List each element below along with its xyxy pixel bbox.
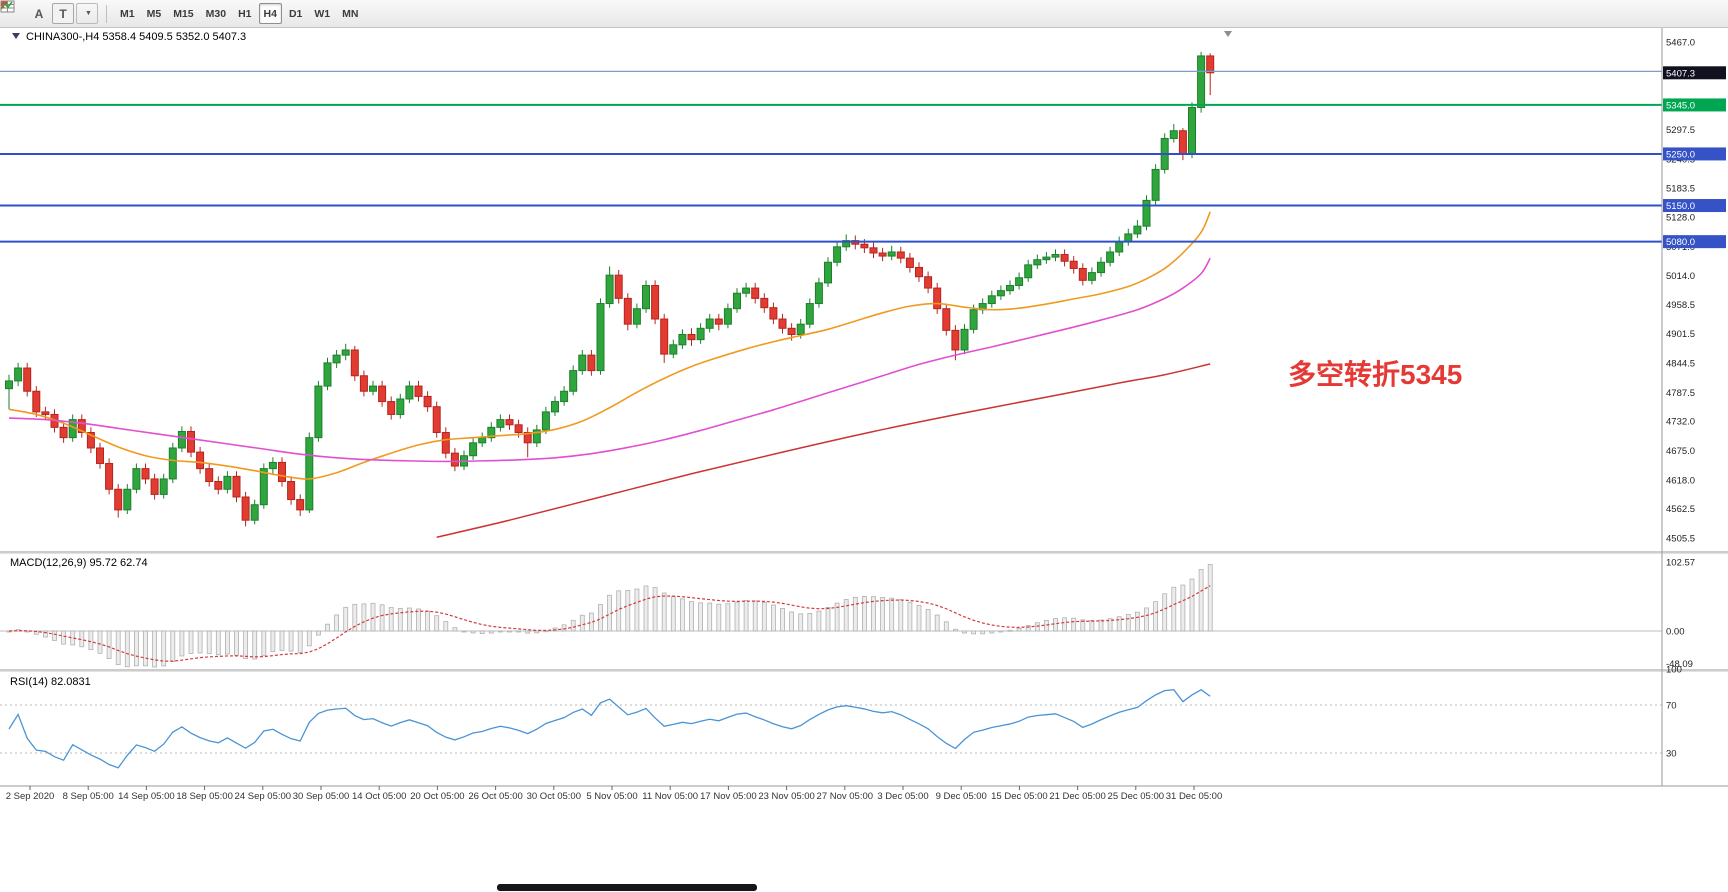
svg-text:5183.5: 5183.5 <box>1666 184 1695 195</box>
a-tool-label: A <box>34 6 44 21</box>
chart-ohlc-header: CHINA300-,H4 5358.4 5409.5 5352.0 5407.3 <box>26 31 246 43</box>
svg-text:21 Dec 05:00: 21 Dec 05:00 <box>1049 791 1106 802</box>
macd-layer <box>0 564 1662 668</box>
svg-text:102.57: 102.57 <box>1666 557 1695 568</box>
main-chart-layer <box>0 51 1662 538</box>
timeframe-h4-button[interactable]: H4 <box>258 3 282 24</box>
toolbar-separator <box>106 4 107 23</box>
symbol-marker-icon <box>12 33 20 39</box>
timeframe-h1-button[interactable]: H1 <box>238 7 252 20</box>
svg-text:4505.5: 4505.5 <box>1666 534 1695 545</box>
timeframe-m1-button[interactable]: M1 <box>120 7 135 20</box>
svg-text:4618.0: 4618.0 <box>1666 475 1695 486</box>
chart-plot-area[interactable] <box>0 28 1662 552</box>
bottom-scrollbar[interactable] <box>497 884 757 891</box>
svg-text:8 Sep 05:00: 8 Sep 05:00 <box>63 791 114 802</box>
svg-text:5 Nov 05:00: 5 Nov 05:00 <box>586 791 637 802</box>
svg-text:18 Sep 05:00: 18 Sep 05:00 <box>176 791 233 802</box>
svg-text:100: 100 <box>1666 665 1682 676</box>
rsi-label: RSI(14) 82.0831 <box>10 676 91 688</box>
svg-text:5128.0: 5128.0 <box>1666 212 1695 223</box>
svg-text:4787.5: 4787.5 <box>1666 388 1695 399</box>
svg-text:25 Dec 05:00: 25 Dec 05:00 <box>1108 791 1165 802</box>
timeframe-mn-button[interactable]: MN <box>342 7 359 20</box>
svg-text:9 Dec 05:00: 9 Dec 05:00 <box>936 791 987 802</box>
svg-text:11 Nov 05:00: 11 Nov 05:00 <box>642 791 698 802</box>
svg-text:15 Dec 05:00: 15 Dec 05:00 <box>991 791 1048 802</box>
svg-text:23 Nov 05:00: 23 Nov 05:00 <box>758 791 815 802</box>
svg-text:0.00: 0.00 <box>1666 627 1685 638</box>
ma-slow-red <box>436 363 1211 538</box>
svg-text:14 Oct 05:00: 14 Oct 05:00 <box>352 791 406 802</box>
timeframe-m15-button[interactable]: M15 <box>173 7 194 20</box>
svg-text:5297.5: 5297.5 <box>1666 125 1695 136</box>
top-toolbar: A T ▼ M1 M5 M15 M30 H1 H4 D1 W1 MN <box>0 0 1728 28</box>
panel-dividers <box>0 28 1728 787</box>
svg-text:30: 30 <box>1666 749 1677 760</box>
svg-text:3 Dec 05:00: 3 Dec 05:00 <box>877 791 928 802</box>
svg-text:5250.0: 5250.0 <box>1666 149 1695 160</box>
svg-text:5014.0: 5014.0 <box>1666 271 1695 282</box>
timeframe-w1-button[interactable]: W1 <box>314 7 331 20</box>
svg-text:26 Oct 05:00: 26 Oct 05:00 <box>468 791 522 802</box>
time-axis[interactable] <box>0 786 1662 806</box>
timeframe-m5-button[interactable]: M5 <box>146 7 162 20</box>
svg-text:4562.5: 4562.5 <box>1666 504 1695 515</box>
svg-text:2 Sep 2020: 2 Sep 2020 <box>6 791 55 802</box>
svg-text:27 Nov 05:00: 27 Nov 05:00 <box>817 791 874 802</box>
macd-panel[interactable] <box>0 553 1662 670</box>
svg-text:4958.5: 4958.5 <box>1666 300 1695 311</box>
svg-text:-48.09: -48.09 <box>1666 659 1693 670</box>
time-axis-labels: 2 Sep 2020 8 Sep 05:00 14 Sep 05:0018 Sep … <box>6 786 1223 802</box>
svg-text:5345.0: 5345.0 <box>1666 100 1695 111</box>
svg-text:31 Dec 05:00: 31 Dec 05:00 <box>1166 791 1223 802</box>
ma-mid-magenta <box>8 257 1211 463</box>
ma-fast-orange <box>8 211 1211 480</box>
chart-shift-marker-icon[interactable] <box>1224 31 1232 37</box>
rsi-line <box>8 688 1211 769</box>
svg-text:5467.0: 5467.0 <box>1666 38 1695 49</box>
svg-text:24 Sep 05:00: 24 Sep 05:00 <box>235 791 292 802</box>
svg-text:17 Nov 05:00: 17 Nov 05:00 <box>700 791 757 802</box>
draw-tools-dropdown[interactable]: ▼ <box>0 1 98 24</box>
svg-text:30 Oct 05:00: 30 Oct 05:00 <box>527 791 581 802</box>
svg-text:5407.3: 5407.3 <box>1666 68 1695 79</box>
price-axis[interactable] <box>1662 28 1728 786</box>
annotation-text: 多空转折5345 <box>1288 358 1462 390</box>
svg-text:30 Sep 05:00: 30 Sep 05:00 <box>293 791 350 802</box>
chevron-down-icon: ▼ <box>85 10 92 17</box>
svg-text:4732.0: 4732.0 <box>1666 417 1695 428</box>
text-tool-t-button[interactable]: T <box>52 3 74 24</box>
svg-text:4675.0: 4675.0 <box>1666 446 1695 457</box>
timeframe-d1-button[interactable]: D1 <box>288 7 303 20</box>
svg-text:20 Oct 05:00: 20 Oct 05:00 <box>410 791 464 802</box>
t-tool-label: T <box>59 6 67 21</box>
svg-text:5150.0: 5150.0 <box>1666 201 1695 212</box>
arrow-tool-a-button[interactable]: A <box>28 3 50 24</box>
svg-text:4844.5: 4844.5 <box>1666 359 1695 370</box>
svg-text:4901.5: 4901.5 <box>1666 329 1695 340</box>
rsi-panel[interactable] <box>0 671 1662 786</box>
timeframe-group: M1 M5 M15 M30 H1 H4 D1 W1 MN <box>115 3 363 24</box>
price-badges: 5345.0 5250.0 5150.0 5080.0 5407.3 <box>1663 66 1726 249</box>
macd-label: MACD(12,26,9) 95.72 62.74 <box>10 557 148 569</box>
svg-text:14 Sep 05:00: 14 Sep 05:00 <box>118 791 175 802</box>
rsi-layer <box>0 688 1662 769</box>
svg-text:5080.0: 5080.0 <box>1666 237 1695 248</box>
svg-text:70: 70 <box>1666 701 1677 712</box>
draw-tools-icon <box>0 1 13 10</box>
timeframe-m30-button[interactable]: M30 <box>205 7 227 20</box>
